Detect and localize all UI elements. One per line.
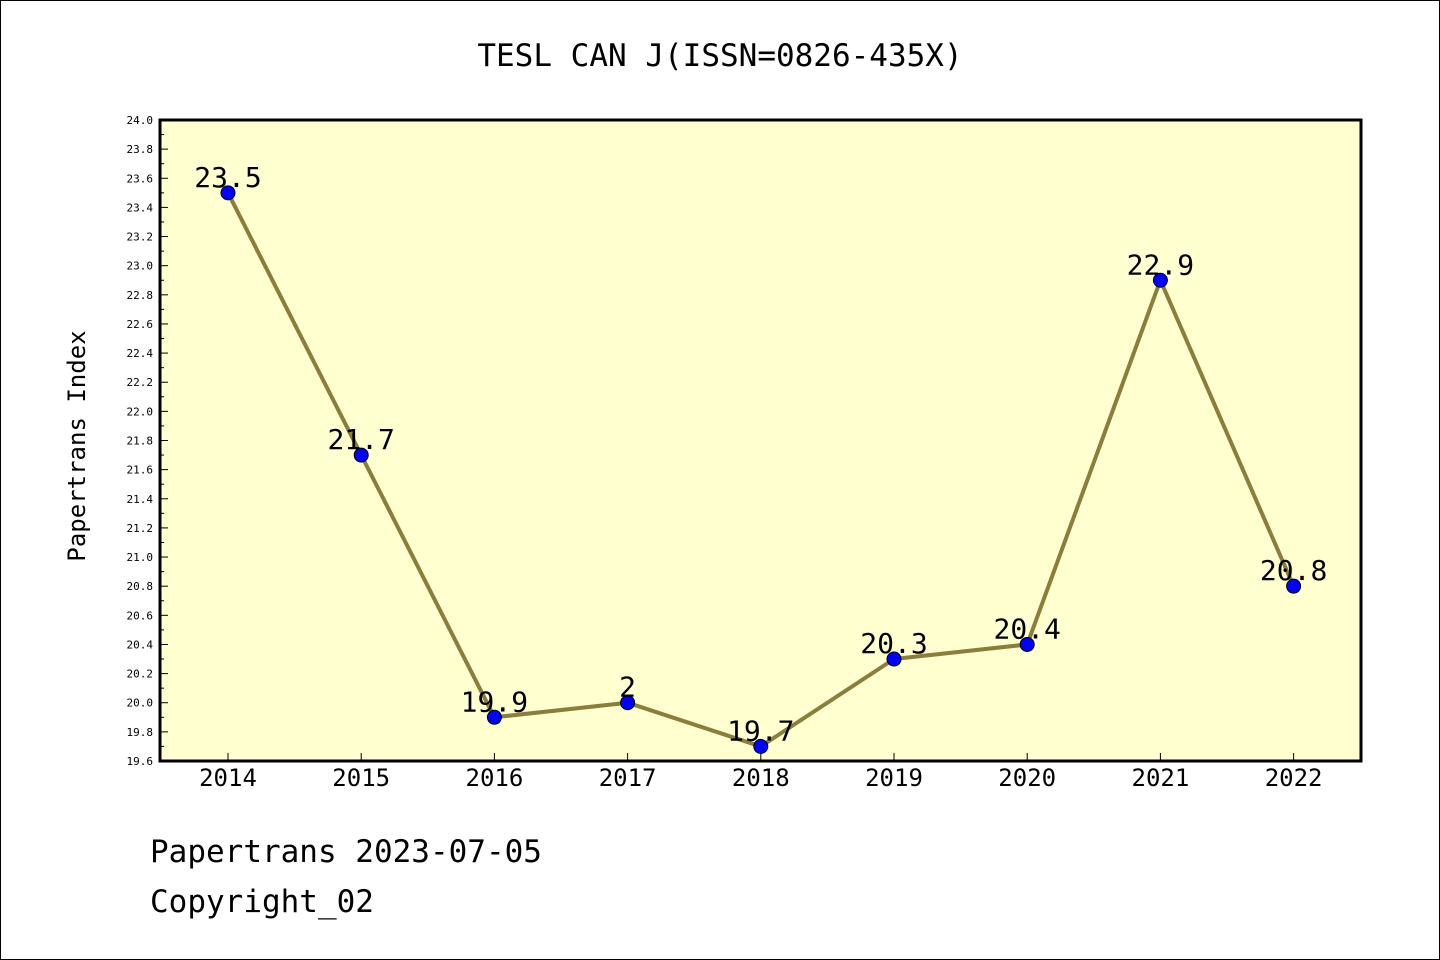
y-tick-label: 20.6	[127, 609, 154, 622]
y-tick-label: 24.0	[127, 114, 154, 127]
y-tick-label: 22.8	[127, 289, 154, 302]
plot-area	[158, 118, 1363, 763]
y-tick-label: 19.8	[127, 726, 154, 739]
data-label: 19.7	[727, 714, 794, 747]
x-tick-label: 2015	[332, 764, 390, 792]
x-tick-label: 2022	[1265, 764, 1323, 792]
data-point	[353, 447, 369, 463]
y-tick-label: 22.2	[127, 376, 154, 389]
data-point	[486, 709, 502, 725]
data-label: 20.8	[1260, 554, 1327, 587]
y-tick-label: 23.6	[127, 172, 154, 185]
chart-title: TESL CAN J(ISSN=0826-435X)	[477, 38, 962, 74]
x-tick-label: 2020	[998, 764, 1056, 792]
y-tick-label: 21.6	[127, 464, 154, 477]
x-tick-label: 2014	[199, 764, 257, 792]
data-point	[1019, 636, 1035, 652]
data-label: 20.4	[993, 612, 1060, 645]
x-tick-label: 2016	[466, 764, 524, 792]
y-tick-label: 23.8	[127, 143, 154, 156]
data-label: 22.9	[1127, 248, 1194, 281]
footer-date: Papertrans 2023-07-05	[150, 834, 542, 870]
data-point	[620, 695, 636, 711]
y-tick-label: 22.6	[127, 318, 154, 331]
data-point	[220, 185, 236, 201]
data-points	[220, 185, 1302, 754]
x-tick-label: 2017	[599, 764, 657, 792]
data-label: 21.7	[327, 423, 394, 456]
data-label: 2	[619, 671, 636, 704]
data-labels: 23.5 21.7 19.9 2 19.7 20.3 20.4 22.9 20.8	[194, 161, 1327, 748]
footer-copyright: Copyright_02	[150, 884, 374, 920]
y-axis-label: Papertrans Index	[63, 330, 91, 561]
y-tick-label: 20.0	[127, 697, 154, 710]
y-tick-label: 21.2	[127, 522, 154, 535]
y-tick-label: 20.8	[127, 580, 154, 593]
data-label: 23.5	[194, 161, 261, 194]
y-axis: 19.6 19.8 20.0 20.2 20.4 20.6 20.8 21.0 21.2 21.4…	[127, 114, 168, 768]
y-tick-label: 23.0	[127, 260, 154, 273]
y-tick-label: 21.4	[127, 493, 154, 506]
data-label: 19.9	[461, 685, 528, 718]
x-tick-label: 2018	[732, 764, 790, 792]
data-label: 20.3	[860, 627, 927, 660]
data-point	[753, 738, 769, 754]
y-tick-label: 22.0	[127, 405, 154, 418]
y-tick-label: 20.2	[127, 668, 154, 681]
y-tick-label: 23.4	[127, 201, 154, 214]
x-tick-label: 2019	[865, 764, 923, 792]
data-point	[886, 651, 902, 667]
x-axis: 2014 2015 2016 2017 2018 2019 2020 2021 2022	[199, 753, 1322, 792]
y-tick-label: 22.4	[127, 347, 154, 360]
y-tick-label: 20.4	[127, 638, 154, 651]
y-tick-label: 21.8	[127, 435, 154, 448]
y-tick-label: 21.0	[127, 551, 154, 564]
y-tick-label: 23.2	[127, 231, 154, 244]
data-point	[1152, 272, 1168, 288]
data-point	[1286, 578, 1302, 594]
y-tick-label: 19.6	[127, 755, 154, 768]
x-tick-label: 2021	[1132, 764, 1190, 792]
